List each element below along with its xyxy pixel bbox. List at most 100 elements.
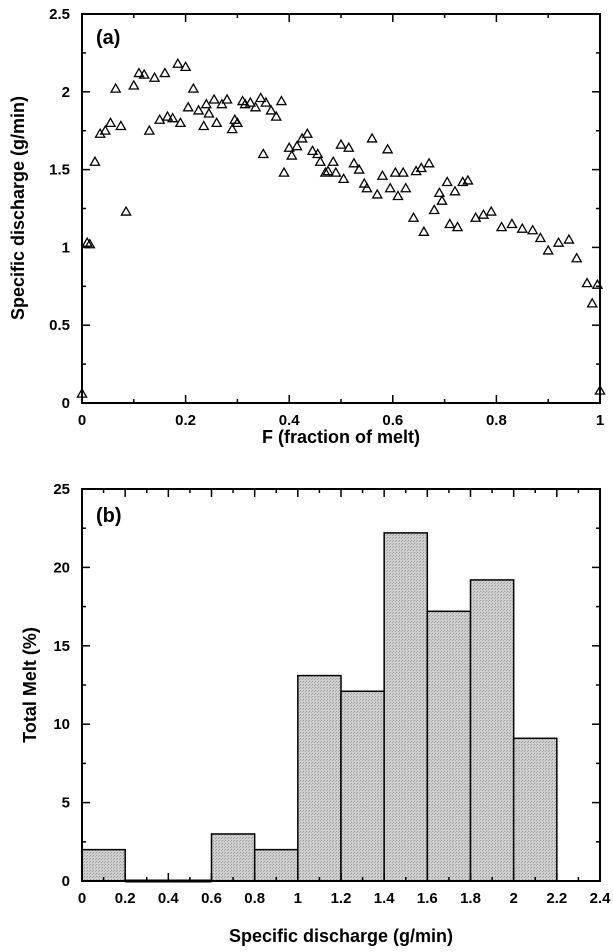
data-point bbox=[542, 244, 554, 255]
panel-a-label: (a) bbox=[96, 27, 120, 49]
data-point bbox=[594, 384, 606, 395]
data-point bbox=[327, 155, 339, 166]
data-point bbox=[159, 67, 171, 78]
panel-b-x-tick-label: 2.4 bbox=[590, 890, 612, 907]
data-point bbox=[418, 225, 430, 236]
data-point bbox=[104, 117, 117, 128]
panel-a-y-tick-label: 1 bbox=[62, 239, 70, 256]
panel-b-x-axis-title: Specific discharge (g/min) bbox=[229, 926, 453, 946]
data-point bbox=[76, 387, 88, 398]
data-point bbox=[148, 71, 161, 82]
panel-b-x-tick-label: 1.6 bbox=[417, 890, 438, 907]
data-point bbox=[469, 211, 482, 222]
panel-a-x-tick-label: 0.2 bbox=[175, 412, 196, 429]
data-point bbox=[120, 205, 132, 216]
panel-b-y-tick-label: 5 bbox=[62, 795, 70, 812]
data-point bbox=[337, 173, 350, 184]
data-point bbox=[428, 204, 440, 215]
data-point bbox=[348, 157, 360, 168]
panel-a-y-tick-label: 0 bbox=[62, 395, 70, 412]
data-point bbox=[270, 110, 282, 121]
panel-b-x-tick-labels: 0 0.2 0.4 0.6 0.8 1 1.2 1.4 1.6 1.8 2 2.2 2.4 bbox=[78, 890, 611, 907]
panel-a-y-tick-label: 2.5 bbox=[49, 6, 70, 23]
panel-a-plot-frame bbox=[81, 13, 601, 404]
data-point bbox=[330, 166, 342, 177]
data-point bbox=[172, 57, 184, 68]
panel-b-y-tick-label: 20 bbox=[53, 559, 70, 576]
data-point bbox=[581, 277, 593, 288]
data-point bbox=[586, 297, 598, 308]
data-point bbox=[353, 163, 365, 174]
data-point bbox=[254, 92, 267, 103]
panel-b-x-tick-label: 0.2 bbox=[115, 890, 136, 907]
data-point bbox=[84, 238, 96, 249]
data-point bbox=[516, 222, 529, 233]
data-point bbox=[462, 174, 474, 185]
histogram-bar bbox=[426, 610, 472, 882]
data-point bbox=[506, 218, 518, 229]
data-point bbox=[99, 124, 112, 135]
data-point bbox=[311, 148, 324, 159]
histogram-bar bbox=[383, 532, 429, 882]
data-point bbox=[231, 117, 244, 128]
data-point bbox=[389, 166, 402, 177]
data-point bbox=[291, 140, 303, 151]
data-point bbox=[314, 155, 327, 166]
data-point bbox=[392, 190, 404, 201]
panel-a-x-tick-label: 1 bbox=[596, 412, 604, 429]
data-point bbox=[128, 79, 140, 90]
panel-b-x-tick-label: 1.4 bbox=[374, 890, 396, 907]
data-point bbox=[441, 176, 453, 187]
panel-a-y-axis-title: Specific discharge (g/min) bbox=[8, 96, 28, 320]
data-point bbox=[384, 182, 396, 193]
panel-a-y-tick-label: 1.5 bbox=[49, 162, 70, 179]
data-point bbox=[366, 132, 378, 143]
histogram-bar bbox=[512, 737, 558, 882]
data-point bbox=[208, 93, 220, 104]
panel-a-ticks bbox=[81, 13, 601, 404]
panel-b-label: (b) bbox=[96, 505, 122, 527]
data-point bbox=[410, 165, 422, 176]
data-point bbox=[306, 145, 319, 156]
data-point bbox=[526, 224, 539, 235]
data-point bbox=[153, 113, 166, 124]
data-point bbox=[244, 96, 257, 107]
panel-a-y-tick-label: 0.5 bbox=[49, 317, 70, 334]
panel-a-data-points bbox=[76, 57, 606, 398]
data-point bbox=[563, 233, 575, 244]
data-point bbox=[591, 278, 604, 289]
data-point bbox=[407, 211, 420, 222]
data-point bbox=[433, 187, 446, 198]
panel-a-y-tick-labels: 0 0.5 1 1.5 2 2.5 bbox=[49, 6, 70, 412]
data-point bbox=[361, 182, 373, 193]
panel-b-x-tick-label: 2 bbox=[509, 890, 517, 907]
panel-b-x-tick-label: 0.8 bbox=[244, 890, 265, 907]
data-point bbox=[249, 101, 262, 112]
data-point bbox=[343, 141, 355, 152]
data-point bbox=[451, 221, 464, 232]
data-point bbox=[371, 188, 383, 199]
data-point bbox=[283, 141, 295, 152]
data-point bbox=[397, 166, 409, 177]
data-point bbox=[210, 117, 223, 128]
panel-b-y-tick-label: 15 bbox=[53, 638, 70, 655]
data-point bbox=[444, 218, 456, 229]
panel-a-y-tick-label: 2 bbox=[62, 84, 70, 101]
data-point bbox=[226, 123, 238, 134]
data-point bbox=[174, 117, 187, 128]
data-point bbox=[477, 208, 490, 219]
histogram-bar bbox=[253, 848, 299, 882]
panel-a-x-tick-label: 0.4 bbox=[279, 412, 301, 429]
panel-b-y-tick-label: 25 bbox=[53, 481, 70, 498]
data-point bbox=[115, 120, 127, 131]
data-point bbox=[109, 82, 122, 93]
histogram-bar bbox=[81, 848, 126, 882]
data-point bbox=[81, 236, 93, 247]
panel-b-x-tick-label: 1.8 bbox=[460, 890, 481, 907]
data-point bbox=[260, 96, 272, 107]
data-point bbox=[89, 155, 101, 166]
panel-b-x-tick-label: 0.6 bbox=[201, 890, 222, 907]
data-point bbox=[221, 93, 233, 104]
data-point bbox=[192, 104, 205, 115]
data-point bbox=[376, 169, 389, 180]
